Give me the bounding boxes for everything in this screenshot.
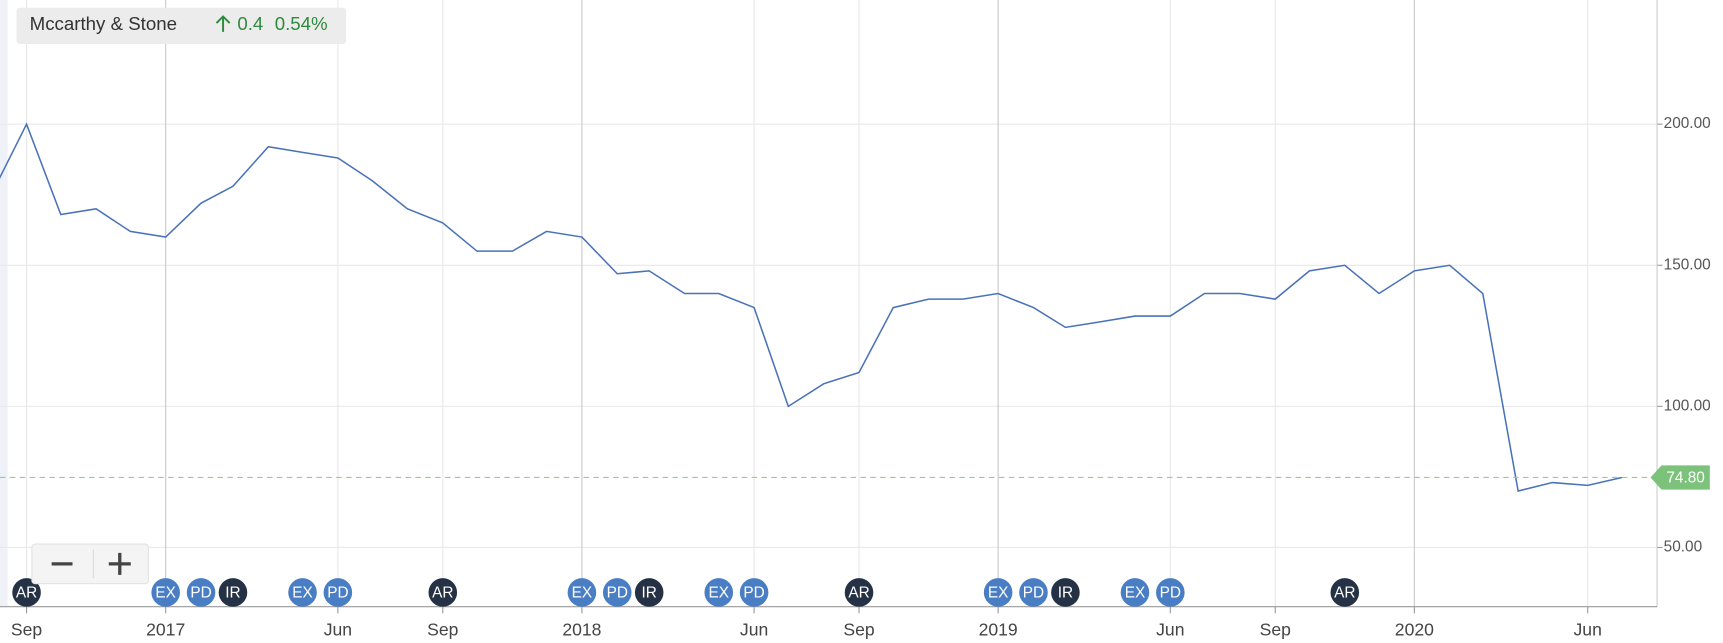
event-label: IR xyxy=(642,585,657,602)
event-badge[interactable]: IR xyxy=(218,578,248,607)
event-circle xyxy=(428,578,458,607)
event-badge[interactable]: IR xyxy=(1051,578,1080,607)
event-badge[interactable]: IR xyxy=(634,578,664,607)
event-badge[interactable]: EX xyxy=(567,578,597,607)
event-badge[interactable]: EX xyxy=(983,578,1013,607)
x-tick-label: Jun xyxy=(324,620,352,640)
last-price-label: 74.80 xyxy=(1666,470,1704,487)
y-tick-label: 200.00 xyxy=(1664,115,1711,132)
event-badge[interactable]: PD xyxy=(739,578,769,607)
event-badge[interactable]: AR xyxy=(12,578,41,607)
event-label: EX xyxy=(988,585,1009,602)
plot xyxy=(0,122,1658,492)
event-circle xyxy=(12,578,41,607)
left-strip xyxy=(0,0,8,607)
x-tick-label: Jun xyxy=(1574,620,1602,640)
event-label: EX xyxy=(155,585,176,602)
event-badge[interactable]: EX xyxy=(1120,578,1150,607)
stock-name: Mccarthy & Stone xyxy=(30,13,177,34)
event-label: IR xyxy=(225,585,240,602)
event-badge[interactable]: EX xyxy=(704,578,734,607)
x-tick-label: Jun xyxy=(1156,620,1184,640)
y-tick-label: 150.00 xyxy=(1664,256,1711,273)
event-label: AR xyxy=(16,585,37,602)
x-tick-label: 2019 xyxy=(979,620,1018,640)
event-label: PD xyxy=(190,585,211,602)
event-circle xyxy=(218,578,248,607)
x-tick-label: 2018 xyxy=(562,620,601,640)
event-circle xyxy=(704,578,734,607)
event-label: PD xyxy=(743,585,764,602)
event-circle xyxy=(151,578,180,607)
event-circle xyxy=(288,578,317,607)
x-tick-label: Sep xyxy=(843,620,874,640)
event-label: EX xyxy=(708,585,729,602)
x-tick-label: 2020 xyxy=(1395,620,1434,640)
event-circle xyxy=(1330,578,1360,607)
event-label: IR xyxy=(1058,585,1073,602)
y-tick-label: 50.00 xyxy=(1664,539,1702,556)
event-badge[interactable]: AR xyxy=(1330,578,1360,607)
event-label: PD xyxy=(1023,585,1044,602)
event-circle xyxy=(186,578,216,607)
up-arrow xyxy=(215,15,231,32)
x-tick-label: Sep xyxy=(427,620,458,640)
event-circle xyxy=(1120,578,1150,607)
event-circle xyxy=(323,578,353,607)
zoom-control xyxy=(31,543,149,585)
change: 0.4 xyxy=(237,13,263,34)
event-badge[interactable]: PD xyxy=(186,578,216,607)
event-label: EX xyxy=(292,585,313,602)
event-circle xyxy=(602,578,632,607)
event-badge[interactable]: PD xyxy=(323,578,353,607)
event-label: EX xyxy=(572,585,593,602)
event-badge[interactable]: EX xyxy=(288,578,317,607)
event-circle xyxy=(983,578,1013,607)
last-price-tag xyxy=(1650,465,1710,490)
x-tick-label: Sep xyxy=(1260,620,1291,640)
event-badge[interactable]: EX xyxy=(151,578,180,607)
event-circle xyxy=(844,578,874,607)
x-tick-label: 2017 xyxy=(146,620,185,640)
event-label: AR xyxy=(848,585,869,602)
event-circle xyxy=(1051,578,1080,607)
event-badge[interactable]: PD xyxy=(1156,578,1185,607)
events: AR EX PD IR EX PD AR EX PD IR EX PD AR EX PD IR EX PD AR xyxy=(12,578,1360,607)
header-box xyxy=(16,7,347,44)
event-label: PD xyxy=(1160,585,1181,602)
event-label: PD xyxy=(327,585,348,602)
event-label: EX xyxy=(1125,585,1146,602)
event-badge[interactable]: PD xyxy=(1019,578,1048,607)
event-badge[interactable]: AR xyxy=(428,578,458,607)
x-tick-label: Jun xyxy=(740,620,768,640)
event-badge[interactable]: PD xyxy=(602,578,632,607)
event-circle xyxy=(739,578,769,607)
event-badge[interactable]: AR xyxy=(844,578,874,607)
event-label: PD xyxy=(607,585,628,602)
y-tick-label: 100.00 xyxy=(1664,397,1711,414)
price-line xyxy=(0,122,1623,492)
x-tick-label: Sep xyxy=(11,620,42,640)
event-circle xyxy=(1019,578,1048,607)
change-pct: 0.54% xyxy=(275,13,328,34)
event-circle xyxy=(567,578,597,607)
event-label: AR xyxy=(1334,585,1355,602)
zoom-in-icon xyxy=(108,552,131,575)
header: Mccarthy & Stone 0.4 0.54% xyxy=(16,7,347,44)
grid xyxy=(0,0,1663,607)
event-circle xyxy=(634,578,664,607)
event-circle xyxy=(1156,578,1185,607)
event-label: AR xyxy=(432,585,453,602)
